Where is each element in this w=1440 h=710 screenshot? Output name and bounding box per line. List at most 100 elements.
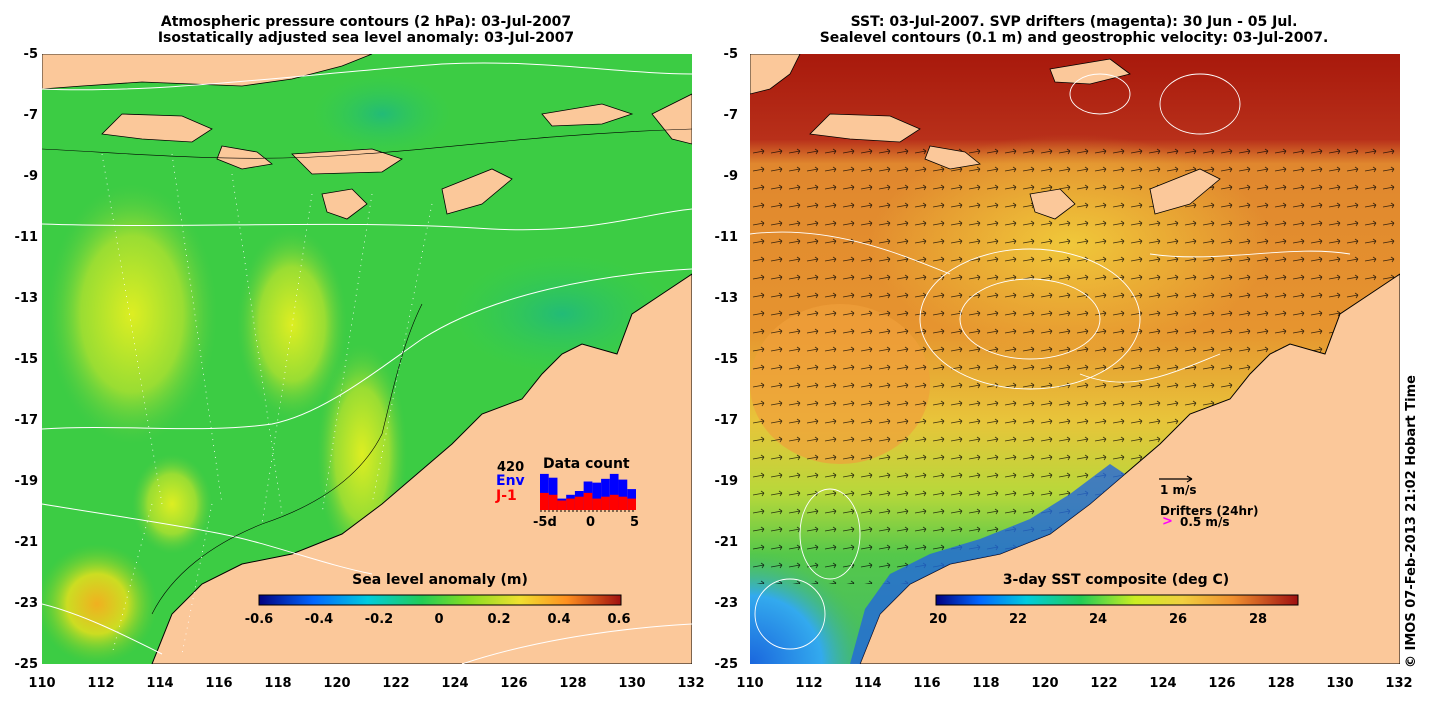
y-tick: -17	[714, 413, 739, 428]
drifter-arrow-icon: >	[1162, 514, 1173, 529]
sla-tick: 0.2	[487, 612, 511, 627]
x-tick: 116	[205, 676, 233, 691]
x-tick: 110	[28, 676, 56, 691]
x-tick: 124	[441, 676, 469, 691]
dc-tick: 5	[630, 515, 640, 530]
y-tick: -25	[714, 657, 739, 672]
x-tick: 130	[618, 676, 646, 691]
sst-colorbar	[935, 594, 1299, 606]
env-bar	[548, 477, 558, 510]
x-tick: 122	[382, 676, 410, 691]
right-title-line2: Sealevel contours (0.1 m) and geostrophi…	[819, 30, 1329, 46]
y-tick: -23	[714, 596, 739, 611]
sla-colorbar-title: Sea level anomaly (m)	[352, 572, 528, 588]
j1-bar	[627, 498, 636, 510]
j1-bar	[548, 494, 558, 510]
australia-land	[151, 273, 692, 664]
velocity-arrow-icon	[1159, 475, 1193, 483]
env-bar	[592, 482, 602, 510]
env-label: Env	[496, 473, 525, 489]
x-tick: 122	[1090, 676, 1118, 691]
bathymetry-contour	[42, 128, 692, 615]
dc-tick: -5d	[533, 515, 557, 530]
j1-bar	[583, 492, 593, 510]
y-tick: -13	[714, 291, 739, 306]
y-tick: -21	[714, 535, 739, 550]
y-tick: -9	[23, 169, 38, 184]
data-count-title: Data count	[543, 456, 630, 472]
x-tick: 126	[1208, 676, 1236, 691]
env-bar	[609, 473, 619, 510]
x-tick: 118	[972, 676, 1000, 691]
dc-tick: 0	[586, 515, 596, 530]
x-tick: 120	[323, 676, 351, 691]
x-tick: 132	[1385, 676, 1413, 691]
x-tick: 112	[87, 676, 115, 691]
x-tick: 124	[1149, 676, 1177, 691]
sst-tick: 24	[1088, 612, 1108, 627]
j1-bar	[618, 496, 628, 510]
x-tick: 114	[854, 676, 882, 691]
y-tick: -19	[14, 474, 39, 489]
y-tick: -11	[14, 230, 39, 245]
y-tick: -5	[23, 47, 38, 62]
y-tick: -15	[714, 352, 739, 367]
env-bar	[601, 478, 610, 510]
data-count-max: 420	[497, 460, 525, 475]
x-tick: 126	[500, 676, 528, 691]
y-tick: -23	[14, 596, 39, 611]
sla-tick: 0	[434, 612, 444, 627]
j1-bar	[566, 498, 575, 510]
left-title-line1: Atmospheric pressure contours (2 hPa): 0…	[160, 14, 572, 30]
sst-tick: 26	[1168, 612, 1188, 627]
sst-tick: 28	[1248, 612, 1268, 627]
drifters-label: Drifters (24hr)	[1160, 504, 1259, 518]
x-tick: 130	[1326, 676, 1354, 691]
x-tick: 114	[146, 676, 174, 691]
y-tick: -25	[14, 657, 39, 672]
j1-bar	[592, 498, 602, 510]
sla-tick: -0.6	[244, 612, 274, 627]
sealevel-contours	[750, 73, 1351, 650]
y-tick: -19	[714, 474, 739, 489]
y-tick: -21	[14, 535, 39, 550]
velocity-legend-label: 1 m/s	[1160, 483, 1197, 497]
j1-bar	[557, 500, 567, 510]
copyright-text: © IMOS 07-Feb-2013 21:02 Hobart Time	[1404, 375, 1419, 668]
right-title-line1: SST: 03-Jul-2007. SVP drifters (magenta)…	[850, 14, 1298, 30]
sla-tick: -0.2	[364, 612, 394, 627]
sst-tick: 22	[1008, 612, 1028, 627]
y-tick: -15	[14, 352, 39, 367]
sst-map	[750, 54, 1400, 664]
drifters-speed: 0.5 m/s	[1180, 515, 1230, 529]
j1-bar	[574, 496, 584, 510]
env-bar	[618, 479, 628, 510]
sst-land-islands	[750, 54, 1221, 220]
x-tick: 118	[264, 676, 292, 691]
data-count-histogram	[540, 473, 636, 512]
x-tick: 120	[1031, 676, 1059, 691]
y-tick: -9	[723, 169, 738, 184]
sla-tick: -0.4	[304, 612, 334, 627]
j1-label: J-1	[496, 488, 517, 504]
sla-tick: 0.6	[607, 612, 631, 627]
env-bar	[540, 473, 549, 510]
sst-tick: 20	[928, 612, 948, 627]
y-tick: -13	[14, 291, 39, 306]
y-tick: -17	[14, 413, 39, 428]
y-tick: -7	[723, 108, 738, 123]
x-tick: 132	[677, 676, 705, 691]
x-tick: 112	[795, 676, 823, 691]
left-panel-title: Atmospheric pressure contours (2 hPa): 0…	[40, 14, 692, 46]
x-tick: 128	[1267, 676, 1295, 691]
j1-bar	[609, 494, 619, 510]
y-tick: -7	[23, 108, 38, 123]
right-panel-title: SST: 03-Jul-2007. SVP drifters (magenta)…	[748, 14, 1400, 46]
altimeter-tracks	[101, 153, 433, 655]
sst-colorbar-title: 3-day SST composite (deg C)	[1002, 572, 1230, 588]
y-tick: -5	[723, 47, 738, 62]
x-tick: 116	[913, 676, 941, 691]
j1-bar	[601, 496, 610, 510]
sla-colorbar	[258, 594, 622, 606]
x-tick: 128	[559, 676, 587, 691]
